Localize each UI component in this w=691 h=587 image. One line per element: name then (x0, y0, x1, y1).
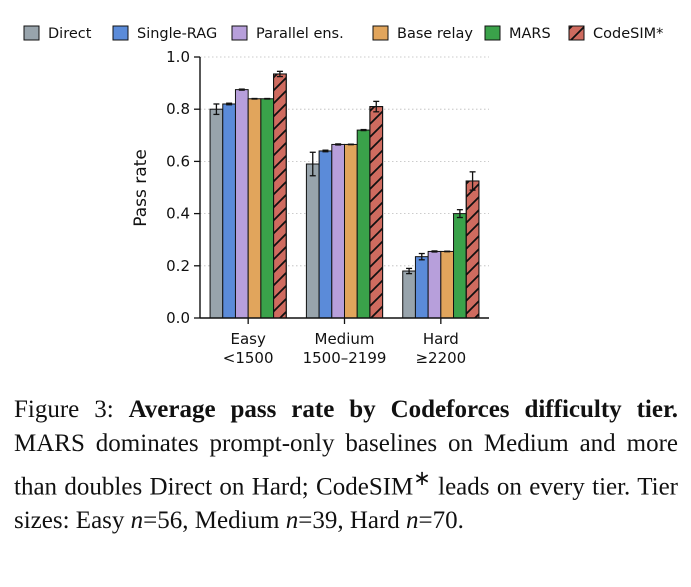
legend-swatch (112, 25, 129, 41)
bar (453, 213, 467, 319)
chart: Direct Single-RAG Parallel ens. Base relay M… (23, 25, 663, 367)
legend-swatch (231, 25, 248, 41)
caption-text-a: MARS dominates prompt-only baselines on … (14, 430, 678, 501)
bar (318, 150, 333, 319)
legend-swatch (484, 25, 501, 41)
legend: Direct Single-RAG Parallel ens. Base relay M… (23, 25, 663, 42)
x-tick-sublabel: <1500 (223, 349, 274, 367)
x-tick-label: Easy (230, 330, 265, 348)
caption-n-easy-var: n (130, 507, 144, 535)
bar (247, 98, 262, 319)
bar (427, 250, 442, 319)
y-tick-label: 0.4 (166, 205, 190, 223)
x-tick-label: Hard (423, 330, 459, 348)
y-tick-label: 0.8 (166, 100, 190, 118)
legend-label: MARS (509, 26, 551, 42)
bar (222, 103, 236, 319)
bar (414, 256, 429, 319)
bar-hatch (273, 73, 287, 319)
caption-n-medium-var: n (285, 507, 299, 535)
x-tick-sublabel: ≥2200 (415, 349, 466, 367)
x-tick-sublabel: 1500–2199 (303, 349, 387, 367)
legend-label: Direct (48, 26, 92, 42)
caption-n-hard-var: n (406, 507, 419, 535)
figure-caption: Figure 3: Average pass rate by Codeforce… (14, 393, 678, 538)
bar (402, 270, 416, 319)
y-axis-label: Pass rate (131, 149, 151, 227)
y-tick-label: 1.0 (166, 48, 190, 66)
bar (305, 163, 320, 319)
figure-label: Figure 3: (14, 396, 114, 423)
legend-label: Single-RAG (137, 26, 217, 42)
legend-label: CodeSIM* (593, 26, 663, 42)
caption-asterisk: ∗ (413, 466, 431, 490)
legend-swatch (23, 25, 40, 41)
legend-label: Base relay (397, 26, 473, 42)
y-tick-label: 0.0 (166, 309, 190, 327)
legend-label: Parallel ens. (256, 26, 344, 42)
bar (440, 250, 455, 319)
caption-n-hard-val: =70. (418, 507, 464, 535)
y-tick-label: 0.2 (166, 257, 190, 275)
caption-n-easy-val: =56, Medium (143, 507, 286, 535)
legend-swatch-hatch (568, 25, 585, 41)
caption-title: Average pass rate by Codeforces difficul… (128, 396, 679, 423)
bar (234, 89, 249, 319)
bars (209, 73, 480, 319)
bar (209, 108, 224, 319)
caption-text-b: leads on every tier. Tier sizes: Easy (14, 473, 678, 535)
bar-hatch (369, 106, 384, 319)
bar (356, 129, 371, 319)
bar (344, 143, 358, 319)
caption-n-medium-val: =39, Hard (298, 507, 407, 535)
bar-hatch (465, 180, 480, 319)
bar (260, 98, 275, 319)
y-ticks: 0.0 0.2 0.4 0.6 0.8 1.0 (166, 48, 200, 327)
bar (331, 143, 345, 319)
y-tick-label: 0.6 (166, 152, 190, 170)
x-tick-label: Medium (315, 330, 375, 348)
error-bars (213, 70, 476, 275)
legend-swatch (372, 25, 389, 41)
